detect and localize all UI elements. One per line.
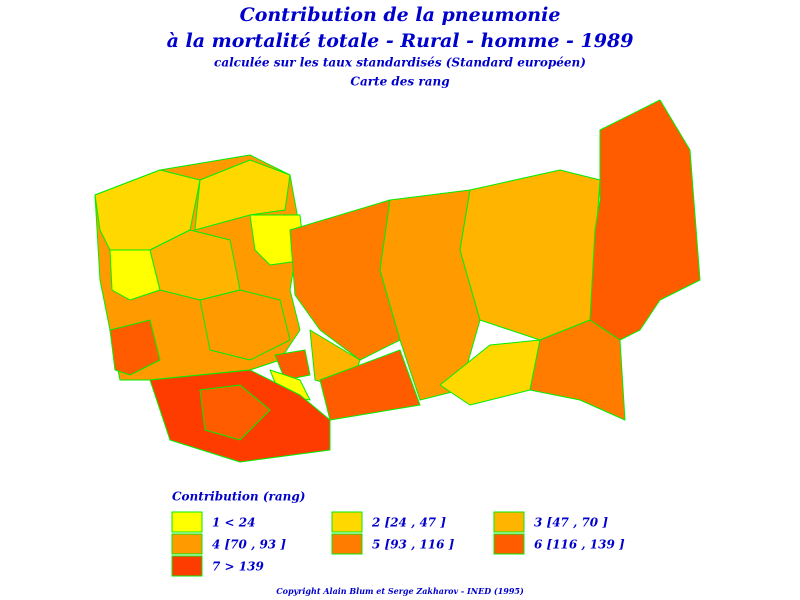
legend-title: Contribution (rang) [172,490,305,504]
legend-swatch [171,511,203,533]
map [94,99,701,463]
legend-swatch [171,533,203,555]
legend-label: 4 [70 , 93 ] [212,538,286,552]
legend: 1 < 24 2 [24 , 47 ] 3 [47 , 70 ] 4 [70 , 93… [171,511,625,577]
legend-label: 1 < 24 [212,516,255,530]
legend-label: 7 > 139 [212,560,264,574]
title: Contribution de la pneumonie [240,4,561,26]
legend-label: 5 [93 , 116 ] [372,538,455,552]
legend-swatch [493,533,525,555]
legend-swatch [171,555,203,577]
caption: Carte des rang [350,75,449,89]
legend-label: 3 [47 , 70 ] [534,516,608,530]
legend-label: 2 [24 , 47 ] [371,516,446,530]
copyright: Copyright Alain Blum et Serge Zakharov -… [276,586,524,596]
legend-swatch [331,533,363,555]
legend-swatch [493,511,525,533]
title: à la mortalité totale - Rural - homme - … [167,30,634,52]
legend-swatch [331,511,363,533]
subtitle: calculée sur les taux standardisés (Stan… [214,56,586,70]
legend-label: 6 [116 , 139 ] [534,538,625,552]
